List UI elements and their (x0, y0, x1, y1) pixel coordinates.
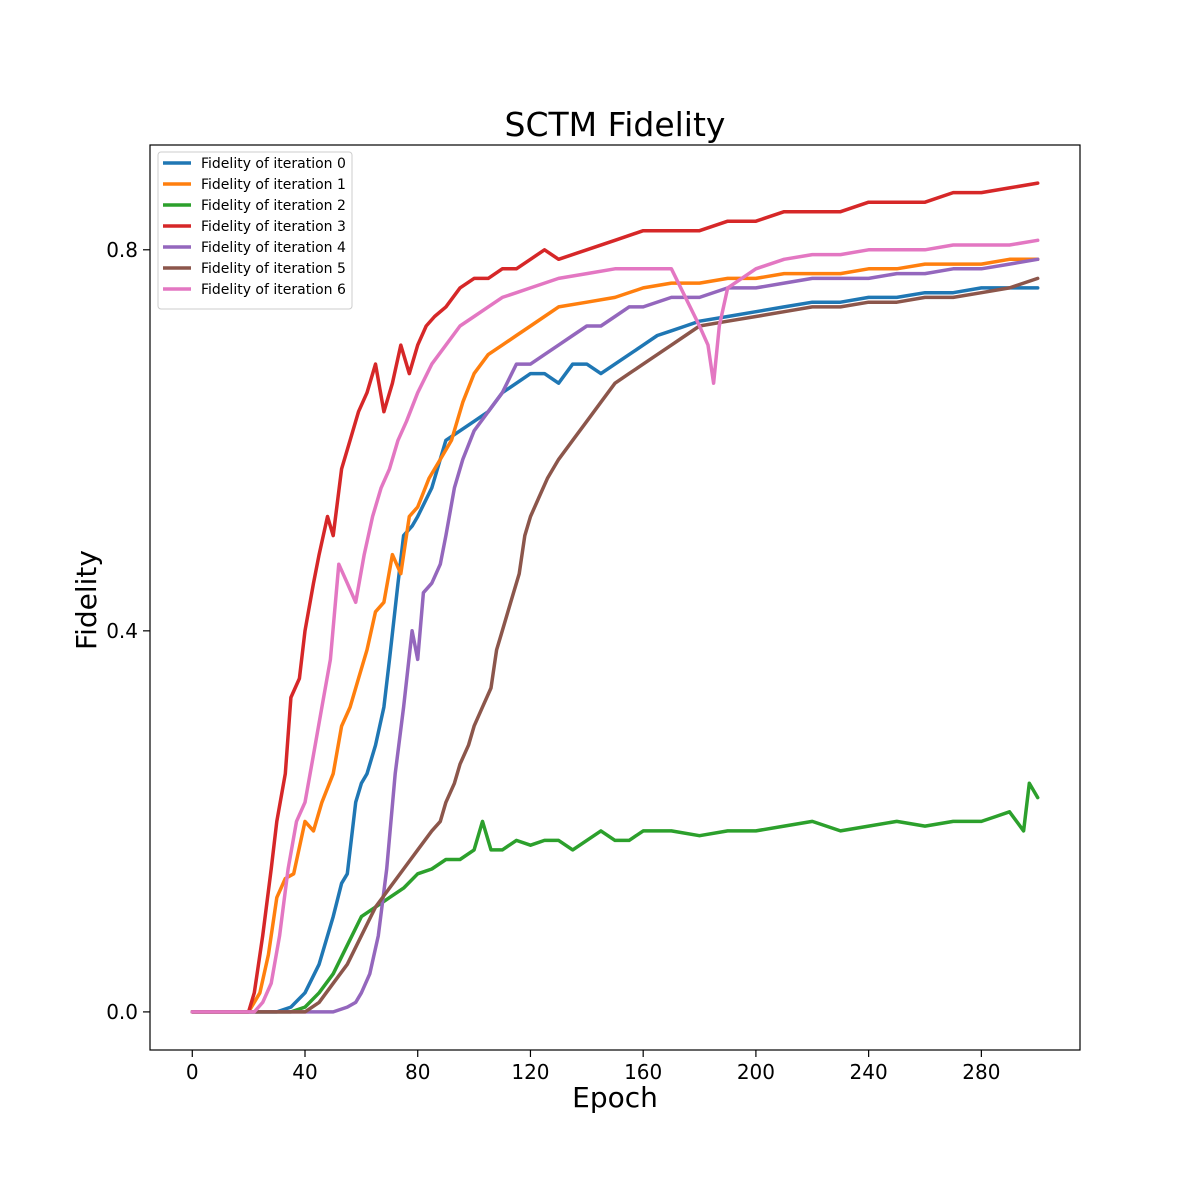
y-axis-label: Fidelity (70, 550, 103, 650)
x-tick-label: 80 (405, 1060, 430, 1084)
series-line-0 (190, 286, 1040, 1014)
x-tick-label: 40 (292, 1060, 317, 1084)
legend-entry-label: Fidelity of iteration 0 (201, 156, 346, 172)
legend-entry-label: Fidelity of iteration 4 (201, 240, 346, 256)
series-line-5 (190, 276, 1040, 1014)
x-tick-label: 200 (737, 1060, 775, 1084)
y-tick-label: 0.4 (106, 619, 138, 643)
x-tick-label: 280 (962, 1060, 1000, 1084)
legend: Fidelity of iteration 0 Fidelity of itera… (157, 151, 353, 310)
series-line-3 (190, 181, 1040, 1014)
legend-box (157, 151, 353, 310)
legend-entry-label: Fidelity of iteration 1 (201, 177, 346, 193)
y-tick-label: 0.0 (106, 1000, 138, 1024)
chart-title: SCTM Fidelity (505, 105, 726, 144)
series-line-6 (190, 238, 1040, 1014)
legend-entry-label: Fidelity of iteration 3 (201, 219, 346, 235)
legend-entry-label: Fidelity of iteration 2 (201, 198, 346, 214)
legend-entry-label: Fidelity of iteration 5 (201, 261, 346, 277)
y-axis-ticks: 0.0 0.4 0.8 (106, 238, 150, 1024)
legend-entry-label: Fidelity of iteration 6 (201, 282, 346, 298)
series-line-1 (190, 257, 1040, 1014)
x-axis-ticks: 0 40 80 120 160 200 240 280 (186, 1050, 1000, 1084)
y-tick-label: 0.8 (106, 238, 138, 262)
x-tick-label: 0 (186, 1060, 199, 1084)
x-tick-label: 240 (850, 1060, 888, 1084)
plot-frame (149, 144, 1081, 1051)
x-tick-label: 120 (511, 1060, 549, 1084)
plot-lines (190, 181, 1040, 1014)
x-tick-label: 160 (624, 1060, 662, 1084)
series-line-4 (190, 257, 1040, 1014)
series-line-2 (190, 781, 1040, 1014)
x-axis-label: Epoch (572, 1081, 658, 1114)
